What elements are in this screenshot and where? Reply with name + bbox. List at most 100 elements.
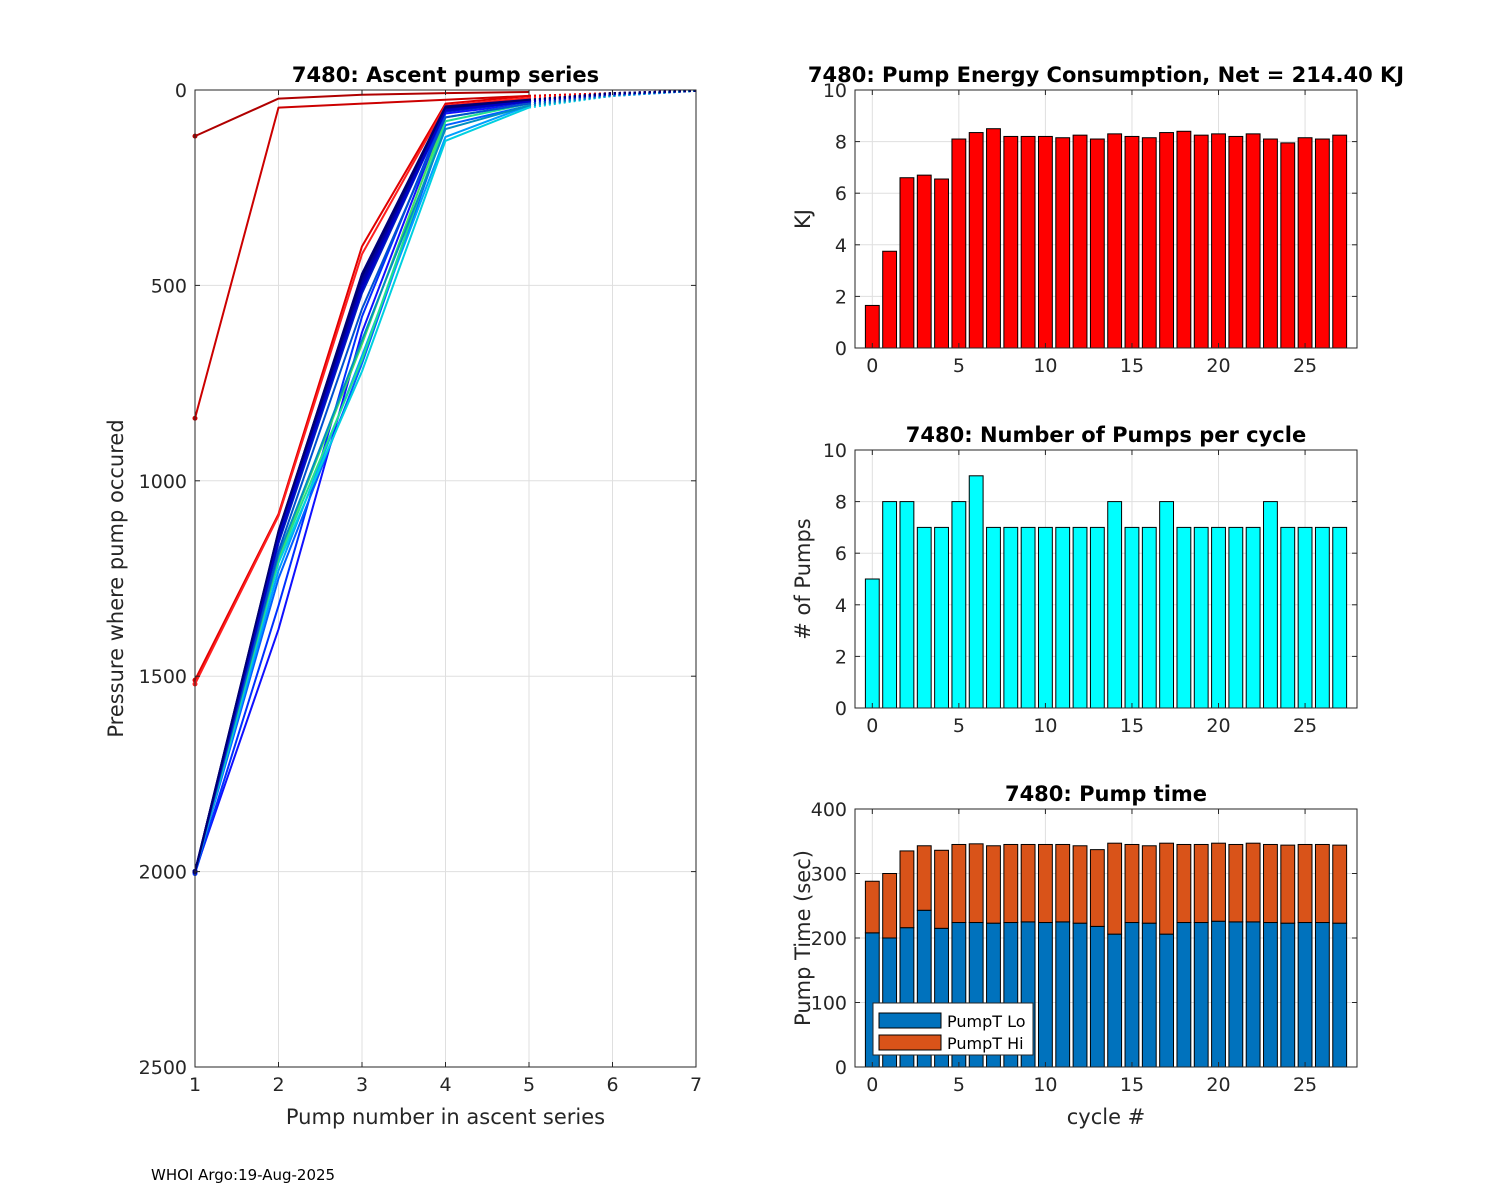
x-tick-label: 5 <box>953 355 965 377</box>
y-tick-label: 0 <box>175 80 187 102</box>
bar <box>1314 138 1330 349</box>
bar <box>1124 135 1140 349</box>
x-tick-label: 20 <box>1206 715 1230 737</box>
x-tick-label: 25 <box>1293 355 1317 377</box>
bar-pumpt-hi <box>1228 843 1244 923</box>
x-tick-label: 5 <box>953 715 965 737</box>
x-tick-label: 10 <box>1033 1074 1057 1096</box>
series-line <box>194 96 530 685</box>
bar <box>1176 130 1192 349</box>
series-line <box>194 94 530 681</box>
bar-pumpt-lo <box>1089 925 1105 1068</box>
bar-pumpt-hi <box>1211 842 1226 922</box>
bar <box>1003 526 1019 709</box>
y-tick-label: 200 <box>811 928 847 950</box>
bar <box>968 475 984 709</box>
y-tick-label: 0 <box>835 1057 847 1079</box>
bar <box>1124 526 1140 709</box>
bar-pumpt-hi <box>1332 844 1348 924</box>
chart-pumps: 0 5 10 15 20 25 0 2 4 6 8 10 7480: Number of Pumps p… <box>791 423 1358 737</box>
y-axis-label: Pressure where pump occured <box>104 419 128 737</box>
y-tick-label: 1500 <box>139 666 187 688</box>
bar <box>1089 138 1105 349</box>
series-line <box>194 94 530 419</box>
y-tick-label: 4 <box>835 235 847 257</box>
bar-pumpt-lo <box>1037 922 1053 1068</box>
bar <box>864 304 880 349</box>
bar-pumpt-hi <box>1297 843 1313 924</box>
bar <box>1107 133 1123 349</box>
bar <box>1211 133 1226 349</box>
bar <box>1107 501 1123 709</box>
bar-pumpt-lo <box>1263 922 1278 1068</box>
bar <box>916 174 932 349</box>
y-tick-label: 6 <box>835 543 847 565</box>
x-tick-label: 15 <box>1120 1074 1144 1096</box>
y-tick-label: 100 <box>811 993 847 1015</box>
bar <box>1263 501 1278 709</box>
bar-pumpt-lo <box>1072 922 1088 1068</box>
bar <box>1089 526 1105 709</box>
bar-pumpt-lo <box>1228 921 1244 1068</box>
series-line <box>194 100 530 872</box>
bar <box>1245 526 1261 709</box>
bar <box>1297 526 1313 709</box>
x-axis-label: Pump number in ascent series <box>286 1105 605 1129</box>
bar-pumpt-lo <box>1332 922 1348 1068</box>
axes-frame <box>854 89 1358 349</box>
bar-pumpt-hi <box>882 873 898 939</box>
y-tick-label: 2 <box>835 646 847 668</box>
x-tick-label: 5 <box>523 1074 535 1096</box>
bar-pumpt-lo <box>1141 922 1157 1068</box>
bar <box>934 178 949 349</box>
series-line <box>194 104 530 872</box>
footer-credit: WHOI Argo:19-Aug-2025 <box>151 1166 336 1184</box>
bar <box>986 128 1001 349</box>
y-tick-label: 400 <box>811 799 847 821</box>
bar <box>1228 526 1244 709</box>
x-tick-label: 0 <box>866 715 878 737</box>
bar <box>1020 135 1036 349</box>
x-tick-label: 15 <box>1120 355 1144 377</box>
bar <box>1072 526 1088 709</box>
x-tick-label: 2 <box>272 1074 284 1096</box>
series-line <box>194 102 530 872</box>
x-tick-label: 0 <box>866 1074 878 1096</box>
x-tick-label: 3 <box>356 1074 368 1096</box>
bar <box>1193 134 1209 349</box>
bar <box>951 138 967 349</box>
bar-pumpt-hi <box>1020 843 1036 923</box>
bar <box>1314 526 1330 709</box>
y-tick-label: 2 <box>835 286 847 308</box>
bar-pumpt-hi <box>951 843 967 924</box>
chart-title: 7480: Number of Pumps per cycle <box>906 423 1306 447</box>
x-tick-label: 10 <box>1033 355 1057 377</box>
bar <box>899 501 915 709</box>
x-tick-label: 1 <box>189 1074 201 1096</box>
bar-pumpt-hi <box>1314 843 1330 924</box>
bar-pumpt-lo <box>1176 922 1192 1068</box>
series-line <box>194 104 530 872</box>
y-axis-label: Pump Time (sec) <box>791 850 815 1026</box>
legend-swatch <box>878 1012 942 1029</box>
bar-pumpt-lo <box>1245 921 1261 1068</box>
bar-pumpt-hi <box>1193 843 1209 924</box>
y-tick-label: 8 <box>835 492 847 514</box>
bar <box>1211 526 1226 709</box>
chart-pumptime: PumpT Lo PumpT Hi 0 5 10 15 20 25 0 100 200 300 400 7… <box>791 782 1358 1129</box>
y-tick-label: 4 <box>835 595 847 617</box>
bar <box>1020 526 1036 709</box>
x-tick-label: 7 <box>690 1074 702 1096</box>
bar <box>1176 526 1192 709</box>
x-tick-label: 25 <box>1293 715 1317 737</box>
bar-pumpt-lo <box>1297 922 1313 1068</box>
y-axis-label: # of Pumps <box>791 518 815 640</box>
bar-pumpt-hi <box>1141 845 1157 924</box>
x-tick-label: 10 <box>1033 715 1057 737</box>
bar <box>882 250 898 349</box>
bar <box>1332 526 1348 709</box>
bar <box>1193 526 1209 709</box>
chart-ascent: 1 2 3 4 5 6 7 0 500 1000 1500 2000 2500 7480: Ascent … <box>104 63 702 1129</box>
y-tick-label: 0 <box>835 698 847 720</box>
